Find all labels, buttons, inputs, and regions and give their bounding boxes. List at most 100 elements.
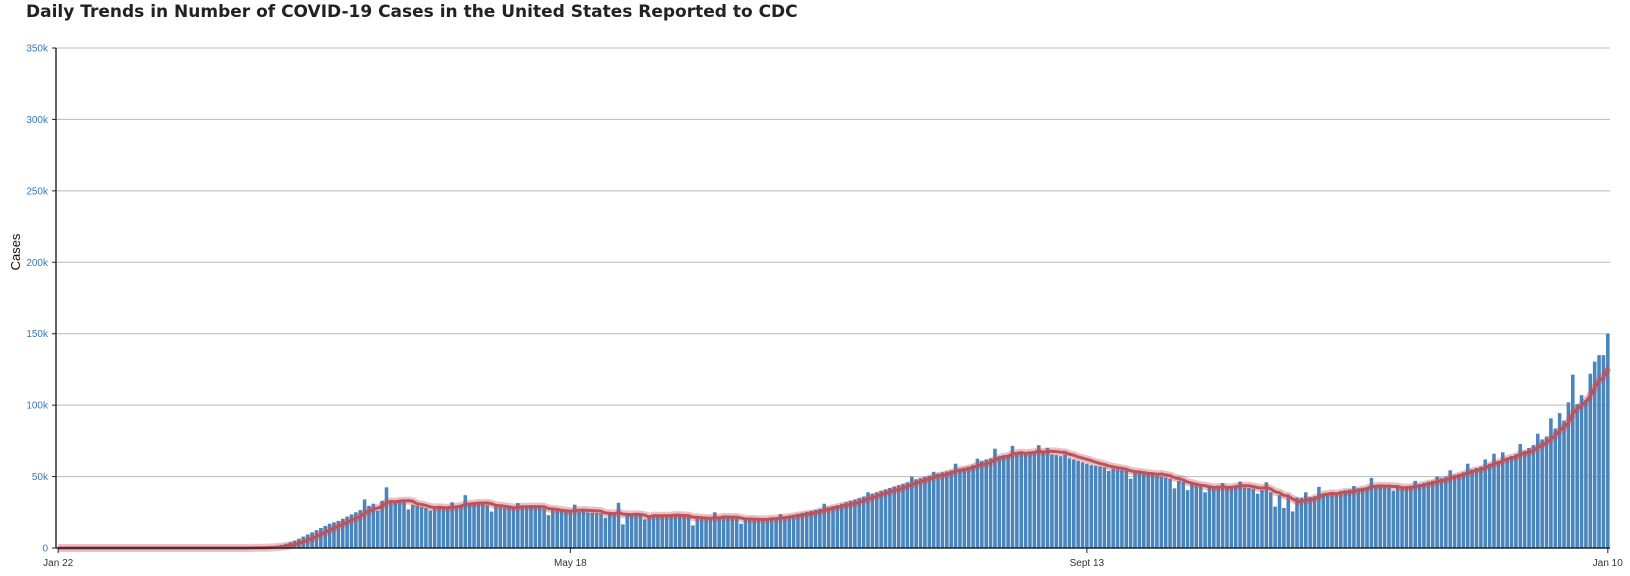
case-bar [428,510,433,548]
case-bar [1470,469,1474,548]
case-bar [634,515,638,548]
case-bar [340,518,345,548]
case-bar [419,506,424,548]
case-bar [980,461,984,548]
case-bar [778,514,783,548]
case-bar [1299,497,1304,548]
case-bar [993,448,997,548]
case-bar [1597,355,1601,548]
case-bar [1198,485,1203,548]
case-bar [713,512,717,548]
case-bar [1391,490,1396,548]
case-bar [424,508,428,548]
case-bar [910,476,914,548]
case-bar [358,510,363,548]
case-bar [988,458,993,548]
case-bar [787,515,792,548]
case-bar [1207,487,1212,548]
case-bar [1216,487,1221,548]
case-bar [520,507,524,548]
case-bar [1163,477,1168,548]
case-bar [1220,483,1225,548]
case-bar [1001,455,1006,548]
case-bar [914,479,918,548]
case-bar [1159,476,1164,548]
case-bar [901,483,905,548]
case-bar [888,488,892,548]
case-bar [734,518,739,548]
case-bar [1339,491,1343,548]
case-bar [1225,486,1229,548]
case-bar [594,513,599,548]
case-bar [454,506,459,548]
case-bar [870,493,875,548]
case-bar [516,503,520,548]
case-bar [647,515,651,548]
case-bar [1128,478,1133,548]
case-bar [774,517,778,548]
case-bar [765,518,770,548]
case-bar [1255,493,1260,548]
y-tick-label: 100k [26,401,49,412]
case-bar [1286,496,1291,548]
case-bar [367,505,371,548]
case-bar [918,478,923,548]
y-ticks: 0 50k 100k 150k 200k 250k 300k 350k [26,44,56,555]
case-bar [1426,481,1431,548]
case-bar [923,477,927,548]
case-bar [1142,473,1146,548]
x-tick-label: Jan 10 [1593,558,1623,569]
case-bar [354,512,358,548]
case-bar [905,482,910,548]
y-axis-label: Cases [8,233,23,270]
case-bar [607,513,612,548]
case-bar [1076,460,1080,548]
case-bar [1369,478,1374,548]
case-bar [1360,487,1365,548]
case-bar [1273,506,1277,548]
case-bar [1544,436,1549,548]
case-bar [949,470,953,548]
case-bar [314,530,319,548]
case-bar [704,517,708,548]
case-bar [1601,355,1606,548]
case-bar [1181,481,1185,548]
case-bar [511,507,516,548]
case-bar [310,532,314,548]
case-bar [1067,458,1072,548]
case-bar [537,508,542,548]
case-bar [769,518,774,548]
case-bar [1334,494,1339,548]
case-bar [1404,486,1409,548]
case-bar [319,528,323,548]
case-bar [691,525,695,548]
case-bar [1150,472,1155,548]
y-tick-label: 250k [26,186,49,197]
case-bar [1233,486,1238,548]
case-bar [1177,480,1181,548]
case-bar [1352,486,1356,548]
case-bar [936,473,940,548]
case-bar [730,518,735,548]
x-tick-label: Jan 22 [43,558,73,569]
case-bar [546,515,551,548]
case-bar [1045,448,1050,548]
case-bar [896,485,901,548]
case-bar [559,511,564,548]
case-bar [1439,478,1444,548]
case-bar [1387,487,1391,548]
case-bar [708,517,713,548]
case-bar [1540,439,1544,548]
case-bar [384,487,389,548]
x-tick-label: May 18 [554,558,587,569]
case-bar [783,516,787,548]
case-bar [1085,463,1089,548]
case-bar [831,506,835,548]
case-bar [1518,444,1523,548]
case-bar [883,489,888,548]
case-bar [796,513,800,548]
case-bar [1290,511,1295,548]
case-bar [818,508,822,548]
case-bar [1514,454,1518,548]
